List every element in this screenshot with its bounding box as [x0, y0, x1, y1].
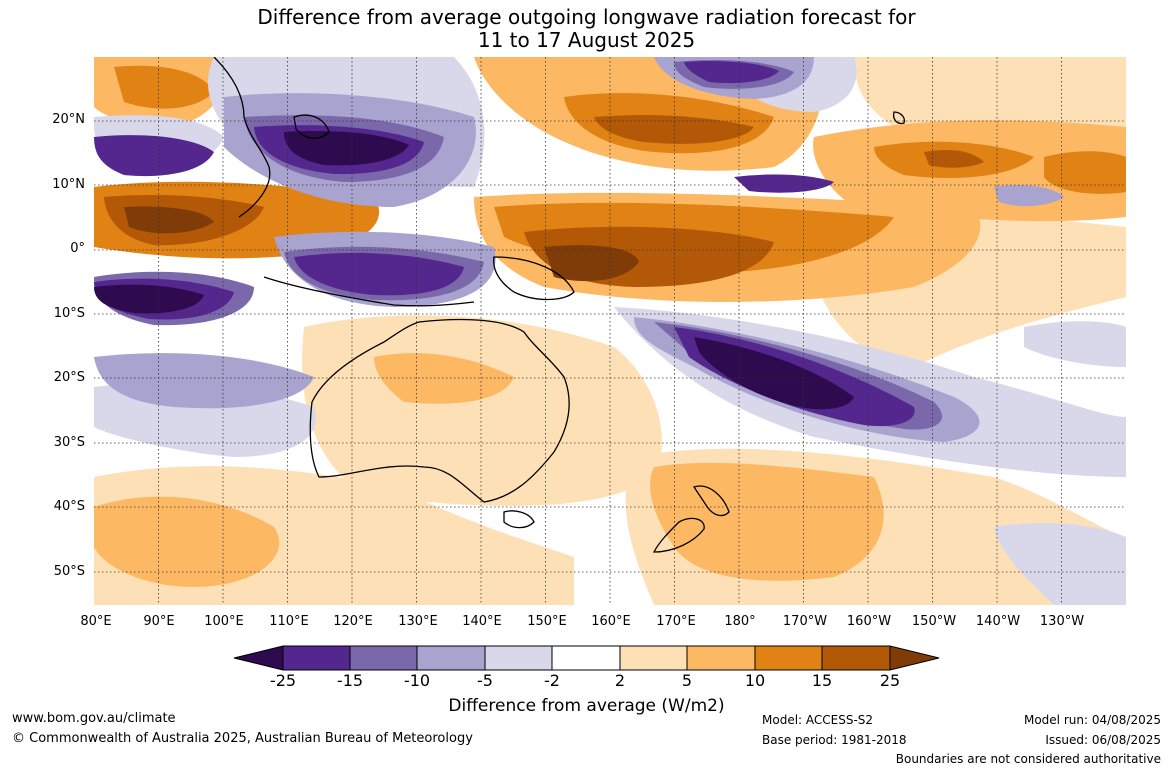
- copyright-notice: © Commonwealth of Australia 2025, Austra…: [12, 731, 473, 746]
- colorbar-title: Difference from average (W/m2): [448, 696, 725, 716]
- colorbar-tick-label: 5: [681, 671, 693, 690]
- colorbar-segment: [484, 645, 553, 671]
- lon-label-170w: 170°W: [782, 614, 828, 629]
- issued-date: Issued: 06/08/2025: [1045, 733, 1161, 747]
- hawaii-coastline: [892, 111, 906, 125]
- colorbar-segment: [416, 645, 486, 671]
- colorbar-segment: [282, 645, 351, 671]
- new-guinea-coastline: [493, 256, 575, 301]
- colorbar-tick-label: 10: [744, 671, 766, 690]
- lon-label-170e: 170°E: [656, 614, 696, 629]
- model-run-date: Model run: 04/08/2025: [1023, 713, 1161, 727]
- philippines-coastline: [293, 114, 330, 139]
- colorbar-segment: [754, 645, 823, 671]
- nz-south-island-coastline: [652, 517, 705, 553]
- lon-label-90e: 90°E: [143, 614, 175, 629]
- colorbar-tick-label: 25: [879, 671, 901, 690]
- colorbar-tick-label: -10: [403, 671, 431, 690]
- lon-label-130e: 130°E: [398, 614, 438, 629]
- lat-label-30s: 30°S: [53, 435, 85, 450]
- lat-label-20n: 20°N: [52, 112, 85, 127]
- lon-label-140w: 140°W: [975, 614, 1021, 629]
- lon-label-180: 180°: [724, 614, 756, 629]
- model-name: Model: ACCESS-S2: [762, 713, 874, 727]
- lat-label-20s: 20°S: [53, 370, 85, 385]
- anomaly-field-deepest-purple: [94, 131, 854, 410]
- lat-label-equator: 0°: [70, 241, 85, 256]
- colorbar-tick-label: 2: [614, 671, 626, 690]
- boundaries-disclaimer: Boundaries are not considered authoritat…: [895, 752, 1161, 766]
- tasmania-coastline: [503, 510, 535, 529]
- colorbar-segment: [889, 645, 940, 671]
- southeast-asia-coastline: [213, 57, 271, 218]
- colorbar-segment: [821, 645, 891, 671]
- base-period: Base period: 1981-2018: [762, 733, 907, 747]
- colorbar-tick-label: -5: [477, 671, 493, 690]
- lon-label-150e: 150°E: [527, 614, 567, 629]
- colorbar-segment: [686, 645, 756, 671]
- lat-label-40s: 40°S: [53, 499, 85, 514]
- colorbar: [233, 645, 940, 671]
- lat-label-50s: 50°S: [53, 564, 85, 579]
- lon-label-160e: 160°E: [591, 614, 631, 629]
- colorbar-segment: [233, 645, 284, 671]
- lon-label-130w: 130°W: [1039, 614, 1085, 629]
- lat-label-10s: 10°S: [53, 306, 85, 321]
- colorbar-segment: [619, 645, 688, 671]
- olr-anomaly-map: [94, 57, 1126, 605]
- colorbar-segment: [551, 645, 621, 671]
- map-title-line-2: 11 to 17 August 2025: [477, 28, 696, 52]
- graticule: [94, 57, 1126, 605]
- colorbar-tick-label: -15: [336, 671, 364, 690]
- coastlines: [213, 57, 906, 553]
- indonesia-coastline: [263, 276, 475, 307]
- australia-coastline: [309, 318, 570, 503]
- lat-label-10n: 10°N: [52, 177, 85, 192]
- lon-label-100e: 100°E: [204, 614, 244, 629]
- colorbar-tick-label: -2: [544, 671, 560, 690]
- lon-label-110e: 110°E: [269, 614, 309, 629]
- anomaly-field-darkest-orange: [124, 206, 639, 282]
- colorbar-tick-label: 15: [811, 671, 833, 690]
- website-link[interactable]: www.bom.gov.au/climate: [12, 711, 176, 726]
- lon-label-80e: 80°E: [80, 614, 112, 629]
- colorbar-tick-label: -25: [269, 671, 297, 690]
- map-title-line-1: Difference from average outgoing longwav…: [257, 5, 916, 29]
- lon-label-150w: 150°W: [911, 614, 957, 629]
- lon-label-120e: 120°E: [333, 614, 373, 629]
- lon-label-160w: 160°W: [846, 614, 892, 629]
- lon-label-140e: 140°E: [462, 614, 502, 629]
- colorbar-segment: [349, 645, 418, 671]
- nz-north-island-coastline: [692, 485, 730, 517]
